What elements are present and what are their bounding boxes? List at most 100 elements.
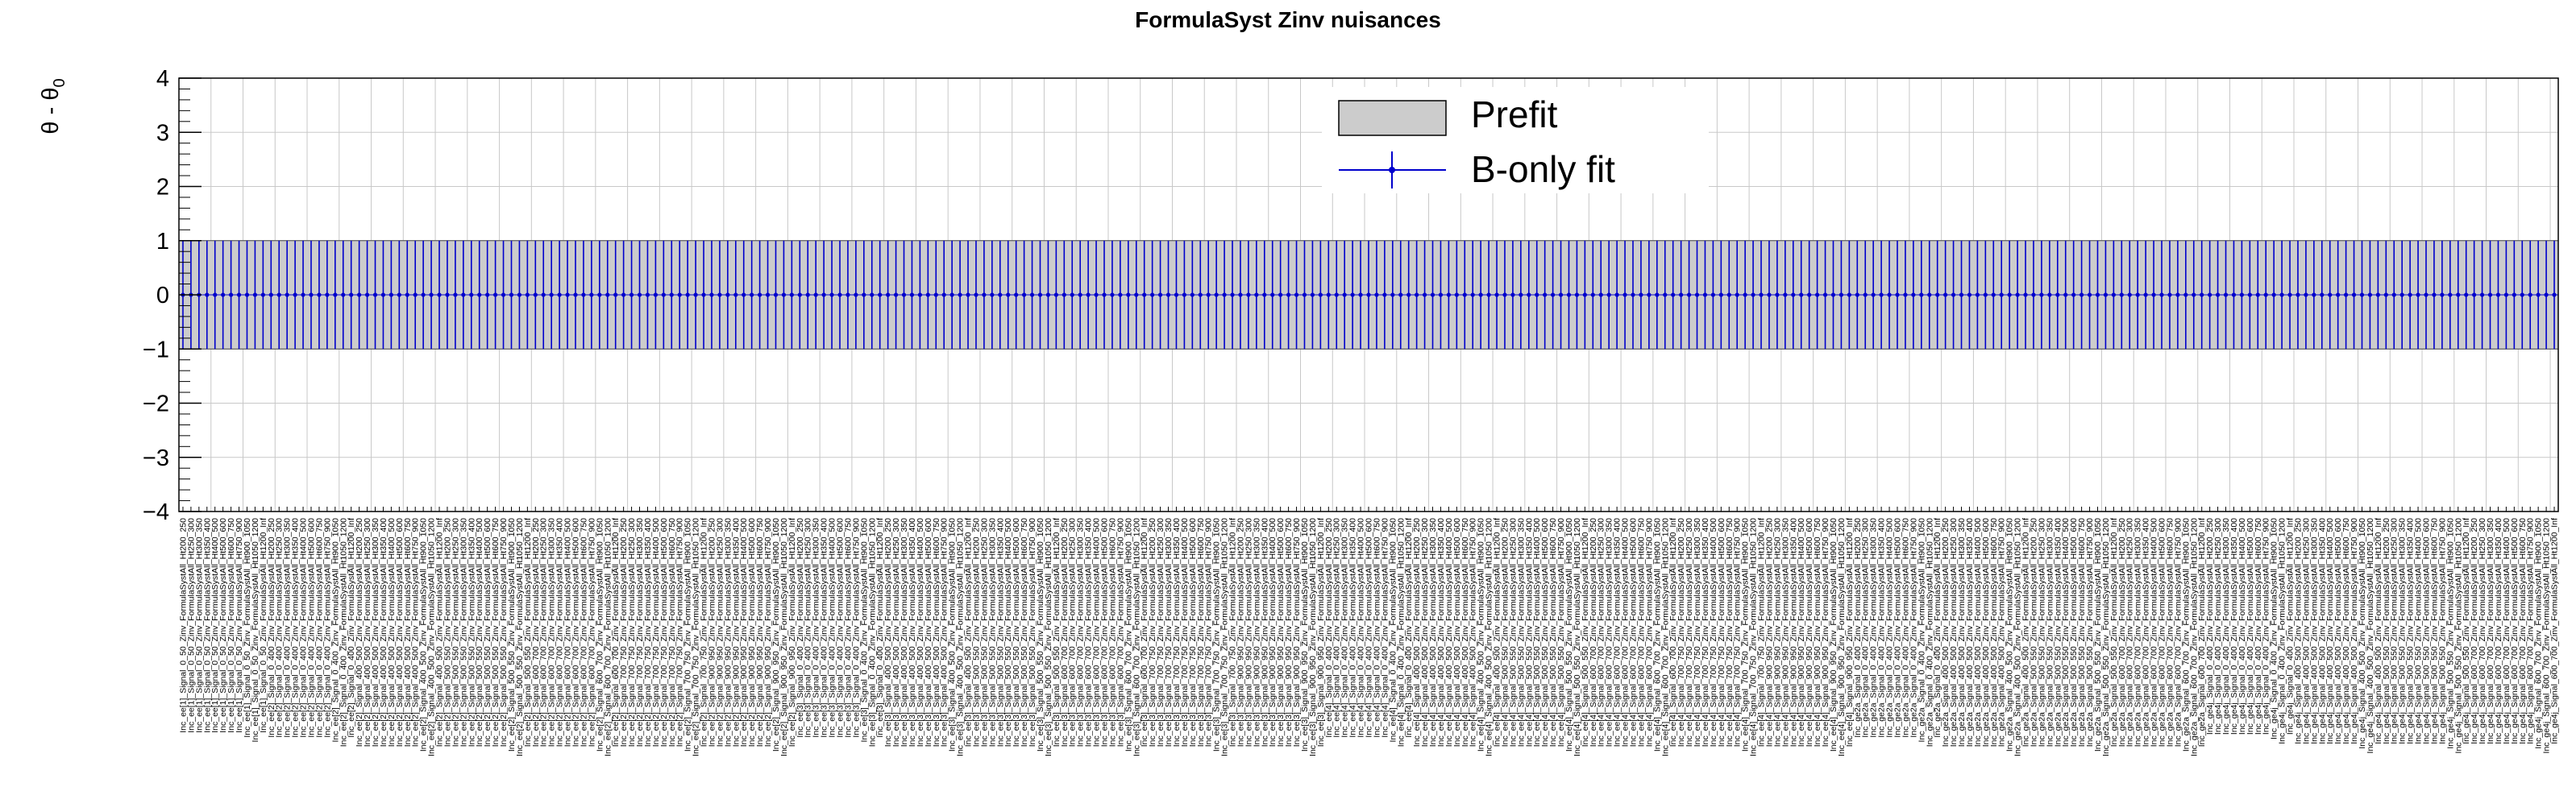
fit-marker: [2424, 292, 2429, 297]
fit-marker: [1639, 292, 1643, 297]
x-tick-label: Inc_ee[3]_Signal_0_400_Zinv_FormulaSystA…: [812, 518, 821, 738]
x-tick-label: Inc_ee[3]_Signal_600_700_Zinv_FormulaSys…: [1124, 518, 1133, 752]
fit-marker: [758, 292, 762, 297]
x-tick-label: Inc_ge4j_Signal_600_700_Zinv_FormulaSyst…: [2534, 518, 2544, 749]
fit-marker: [1671, 292, 1676, 297]
fit-marker: [437, 292, 442, 297]
x-tick-label: Inc_ee[4]_Signal_900_950_Zinv_FormulaSys…: [1837, 518, 1847, 756]
x-tick-label: Inc_ee[1]_Signal_0_50_Zinv_FormulaSystAl…: [218, 518, 228, 733]
bonly-fit-series: [179, 240, 2558, 350]
fit-marker: [1165, 292, 1171, 297]
x-tick-label: Inc_ee[2]_Signal_500_550_Zinv_FormulaSys…: [467, 518, 476, 747]
fit-marker: [661, 292, 666, 297]
fit-marker: [886, 292, 891, 297]
x-tick-label: Inc_ee[2]_Signal_900_950_Zinv_FormulaSys…: [715, 518, 725, 747]
fit-marker: [821, 292, 826, 297]
y-axis-label-sep: -: [38, 101, 64, 122]
x-tick-label: Inc_ee[3]_Signal_0_400_Zinv_FormulaSystA…: [843, 518, 853, 738]
x-tick-label: Inc_ee[2]_Signal_600_700_Zinv_FormulaSys…: [539, 518, 549, 747]
x-tick-label: Inc_ge4j_Signal_500_550_Zinv_FormulaSyst…: [2398, 518, 2408, 744]
x-tick-label: Inc_ee[4]_Signal_900_950_Zinv_FormulaSys…: [1789, 518, 1798, 747]
x-tick-label: Inc_ee[3]_Signal_0_400_Zinv_FormulaSystA…: [820, 518, 829, 738]
x-tick-label: Inc_ge2a_Signal_500_550_Zinv_FormulaSyst…: [2109, 518, 2119, 747]
fit-marker: [1686, 292, 1692, 297]
fit-marker: [1510, 292, 1515, 297]
x-tick-label: Inc_ee[4]_Signal_700_750_Zinv_FormulaSys…: [1685, 518, 1694, 747]
x-tick-label: Inc_ee[4]_Signal_0_400_Zinv_FormulaSystA…: [1396, 518, 1406, 747]
fit-marker: [949, 292, 954, 297]
fit-marker: [2328, 292, 2333, 297]
x-tick-label: Inc_ge2a_Signal_600_700_Zinv_FormulaSyst…: [2197, 518, 2207, 747]
fit-marker: [2159, 292, 2164, 297]
fit-marker: [990, 292, 995, 297]
x-tick-label: Inc_ge4j_Signal_500_550_Zinv_FormulaSyst…: [2422, 518, 2432, 744]
x-tick-label: Inc_ge4j_Signal_500_550_Zinv_FormulaSyst…: [2429, 518, 2439, 744]
x-tick-label: Inc_ge2a_Signal_400_500_Zinv_FormulaSyst…: [1949, 518, 1959, 747]
fit-marker: [293, 292, 297, 297]
x-tick-label: Inc_ee[3]_Signal_0_400_Zinv_FormulaSystA…: [859, 518, 869, 743]
fit-marker: [1230, 292, 1235, 297]
x-tick-label: Inc_ee[3]_Signal_400_500_Zinv_FormulaSys…: [932, 518, 941, 747]
x-tick-label: Inc_ee[3]_Signal_600_700_Zinv_FormulaSys…: [1116, 518, 1125, 747]
fit-marker: [2367, 292, 2373, 297]
fit-marker: [1118, 292, 1123, 297]
fit-marker: [709, 292, 714, 297]
x-tick-label: Inc_ee[3]_Signal_900_950_Zinv_FormulaSys…: [1300, 518, 1310, 752]
fit-marker: [2103, 292, 2109, 297]
x-tick-label: Inc_ge2a_Signal_600_700_Zinv_FormulaSyst…: [2117, 518, 2127, 747]
fit-marker: [1927, 292, 1932, 297]
fit-marker: [1462, 292, 1467, 297]
fit-marker: [1014, 292, 1019, 297]
x-tick-label: Inc_ee[2]_Signal_0_400_Zinv_FormulaSystA…: [322, 518, 332, 738]
x-tick-label: Inc_ee[3]_Signal_500_550_Zinv_FormulaSys…: [987, 518, 997, 747]
fit-marker: [2095, 292, 2100, 297]
fit-marker: [1847, 292, 1851, 297]
fit-marker: [2015, 292, 2020, 297]
fit-marker: [701, 292, 706, 297]
x-tick-label: Inc_ee[2]_Signal_500_550_Zinv_FormulaSys…: [499, 518, 509, 747]
fit-marker: [1622, 292, 1627, 297]
x-tick-label: Inc_ge2a_Signal_400_500_Zinv_FormulaSyst…: [2021, 518, 2031, 747]
fit-marker: [1006, 292, 1011, 297]
fit-marker: [773, 292, 779, 297]
x-tick-label: Inc_ee[3]_Signal_700_750_Zinv_FormulaSys…: [1172, 518, 1182, 747]
fit-marker: [413, 292, 418, 297]
fit-marker: [1751, 292, 1755, 297]
x-tick-label: Inc_ee[2]_Signal_500_550_Zinv_FormulaSys…: [515, 518, 525, 756]
x-tick-label: Inc_ee[2]_Signal_700_750_Zinv_FormulaSys…: [659, 518, 669, 747]
x-tick-label: Inc_ee[2]_Signal_600_700_Zinv_FormulaSys…: [531, 518, 541, 747]
x-tick-label: Inc_ge4j_Signal_500_550_Zinv_FormulaSyst…: [2406, 518, 2416, 744]
fit-marker: [1198, 292, 1203, 297]
x-tick-label: Inc_ee[4]_Signal_400_500_Zinv_FormulaSys…: [1436, 518, 1446, 747]
x-tick-label: Inc_ee[2]_Signal_0_400_Zinv_FormulaSystA…: [299, 518, 309, 738]
x-tick-label: Inc_ee[2]_Signal_0_400_Zinv_FormulaSystA…: [314, 518, 324, 738]
fit-marker: [2279, 292, 2284, 297]
x-tick-label: Inc_ee[3]_Signal_600_700_Zinv_FormulaSys…: [1084, 518, 1094, 747]
x-tick-label: Inc_ee[4]_Signal_700_750_Zinv_FormulaSys…: [1733, 518, 1743, 747]
x-tick-label: Inc_ee[3]_Signal_0_400_Zinv_FormulaSystA…: [867, 518, 877, 747]
fit-marker: [2528, 292, 2532, 297]
fit-marker: [2247, 292, 2252, 297]
fit-marker: [982, 292, 987, 297]
fit-marker: [2544, 292, 2549, 297]
x-tick-label: Inc_ge2a_Signal_0_400_Zinv_FormulaSystAl…: [1885, 518, 1895, 738]
legend: Prefit B-only fit: [1322, 87, 1709, 193]
x-tick-label: Inc_ee[2]_Signal_400_500_Zinv_FormulaSys…: [403, 518, 413, 747]
fit-marker: [941, 292, 946, 297]
x-tick-label: Inc_ee[4]_Signal_700_750_Zinv_FormulaSys…: [1676, 518, 1686, 747]
x-tick-label: Inc_ee[2]_Signal_0_400_Zinv_FormulaSystA…: [307, 518, 317, 738]
fit-marker: [2039, 292, 2044, 297]
fit-marker: [1911, 292, 1916, 297]
fit-marker: [1871, 292, 1876, 297]
fit-marker: [1174, 292, 1179, 297]
x-tick-label: Inc_ee[3]_Signal_400_500_Zinv_FormulaSys…: [916, 518, 925, 747]
x-tick-label: Inc_ee[4]_Signal_700_750_Zinv_FormulaSys…: [1717, 518, 1726, 747]
fit-marker: [2448, 292, 2453, 297]
fit-marker: [925, 292, 930, 297]
fit-marker: [597, 292, 602, 297]
fit-marker: [966, 292, 970, 297]
fit-marker: [2536, 292, 2541, 297]
x-tick-label: Inc_ee[2]_Signal_500_550_Zinv_FormulaSys…: [523, 518, 533, 747]
fit-marker: [501, 292, 506, 297]
x-tick-label: Inc_ee[2]_Signal_400_500_Zinv_FormulaSys…: [419, 518, 429, 752]
